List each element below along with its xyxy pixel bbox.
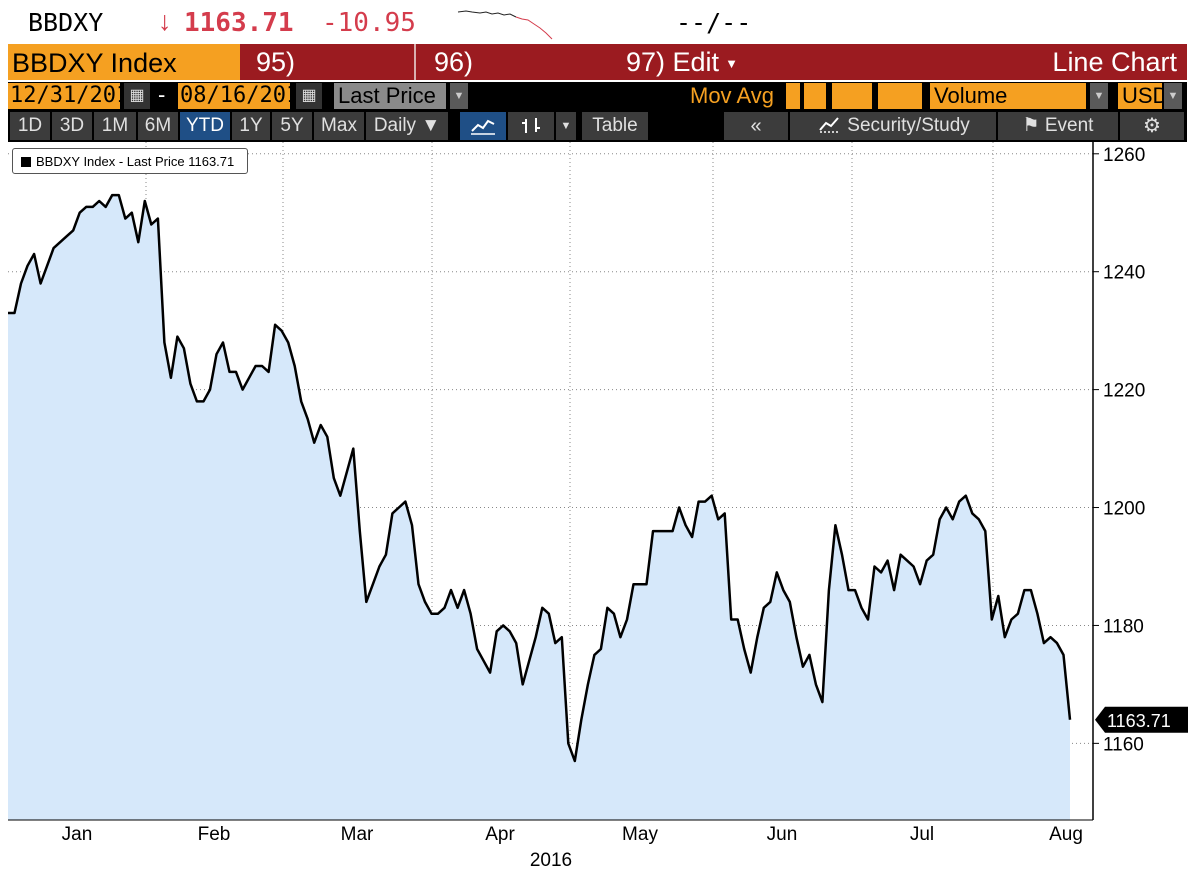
down-arrow-icon: ↓ [158, 6, 172, 36]
end-date-field[interactable]: 08/16/201 [178, 83, 300, 109]
y-tick-label: 1260 [1103, 145, 1145, 166]
ticker-bar: BBDXY ↓ 1163.71 -10.95 --/-- [0, 0, 1195, 44]
intraday-sparkline [457, 10, 553, 40]
mov-avg-input-4[interactable] [878, 83, 922, 109]
start-date-field[interactable]: 12/31/201 [8, 83, 130, 109]
frequency-selector[interactable]: Daily ▼ [366, 112, 448, 140]
y-tick-label: 1180 [1103, 616, 1144, 637]
period-1y[interactable]: 1Y [232, 112, 270, 140]
actions-button[interactable]: 96) Actions▼ [414, 44, 584, 113]
event-label: Event [1044, 115, 1094, 136]
currency-selector[interactable]: USD [1118, 83, 1168, 109]
security-field[interactable]: BBDXY Index [8, 44, 240, 80]
period-5y[interactable]: 5Y [272, 112, 312, 140]
x-tick-label: Jul [910, 824, 934, 845]
y-tick-label: 1200 [1103, 499, 1145, 520]
dropdown-arrow-icon[interactable]: ▼ [1090, 83, 1108, 109]
gear-icon[interactable]: ⚙ [1120, 112, 1184, 140]
x-tick-label: Jan [62, 824, 93, 845]
price-area-fill [8, 195, 1070, 821]
volume-selector[interactable]: Volume [930, 83, 1086, 109]
x-tick-label: Jun [767, 824, 798, 845]
y-tick-label: 1240 [1103, 263, 1145, 284]
period-max[interactable]: Max [314, 112, 364, 140]
y-tick-label: 1220 [1103, 381, 1145, 402]
x-tick-label: Mar [341, 824, 374, 845]
bar-chart-icon[interactable] [508, 112, 554, 140]
period-ytd[interactable]: YTD [180, 112, 230, 140]
mov-avg-input-2[interactable] [804, 83, 826, 109]
chart-legend[interactable]: BBDXY Index - Last Price 1163.71 [12, 148, 248, 174]
y-axis-ticks: 1160 1180 1200 1220 1240 1260 [1093, 145, 1145, 755]
compare-button[interactable]: 95) Compare [252, 44, 412, 113]
date-separator: - [158, 82, 166, 107]
ticker-symbol: BBDXY [28, 8, 104, 37]
security-study-button[interactable]: Security/Study [790, 112, 996, 140]
price-line [8, 193, 1072, 763]
security-study-icon [819, 117, 840, 133]
legend-label: BBDXY Index - Last Price 1163.71 [36, 154, 235, 169]
x-axis-ticks: Jan Feb Mar Apr May Jun Jul Aug [62, 824, 1083, 845]
calendar-icon[interactable]: ▦ [124, 83, 150, 109]
view-title: Line Chart [1052, 47, 1177, 77]
caret-down-icon: ▼ [725, 55, 738, 71]
last-price-tag: 1163.71 [1095, 706, 1188, 733]
line-chart-icon[interactable] [460, 112, 506, 140]
double-chevron-left-icon[interactable]: « [724, 112, 788, 140]
mov-avg-label: Mov Avg [690, 83, 774, 108]
price-chart[interactable]: 1160 1180 1200 1220 1240 1260 Jan Feb Mar Apr May… [0, 142, 1195, 875]
field-selector[interactable]: Last Price [334, 83, 446, 109]
edit-button[interactable]: 97) Edit ▼ [586, 44, 752, 80]
legend-swatch [21, 157, 31, 167]
period-1m[interactable]: 1M [94, 112, 136, 140]
period-6m[interactable]: 6M [138, 112, 178, 140]
x-axis-year-label: 2016 [530, 850, 572, 871]
security-study-label: Security/Study [847, 115, 970, 136]
net-change: -10.95 [322, 8, 416, 38]
mov-avg-input-3[interactable] [832, 83, 872, 109]
x-tick-label: Apr [485, 824, 515, 845]
last-price-tag-label: 1163.71 [1107, 711, 1171, 731]
bid-ask-range: --/-- [676, 8, 752, 37]
table-button[interactable]: Table [582, 112, 648, 140]
mov-avg-input-1[interactable] [786, 83, 800, 109]
x-tick-label: Aug [1049, 824, 1083, 845]
period-1d[interactable]: 1D [10, 112, 50, 140]
flag-icon: ⚑ [1022, 115, 1040, 136]
dropdown-arrow-icon[interactable]: ▼ [1164, 83, 1182, 109]
edit-label: 97) Edit [626, 47, 720, 77]
calendar-icon[interactable]: ▦ [296, 83, 322, 109]
x-tick-label: Feb [198, 824, 231, 845]
y-tick-label: 1160 [1103, 734, 1144, 755]
chart-type-dropdown-icon[interactable]: ▼ [556, 112, 576, 140]
dropdown-arrow-icon[interactable]: ▼ [450, 83, 468, 109]
last-price: 1163.71 [184, 8, 294, 38]
x-tick-label: May [622, 824, 658, 845]
period-3d[interactable]: 3D [52, 112, 92, 140]
event-button[interactable]: ⚑ Event [998, 112, 1118, 140]
